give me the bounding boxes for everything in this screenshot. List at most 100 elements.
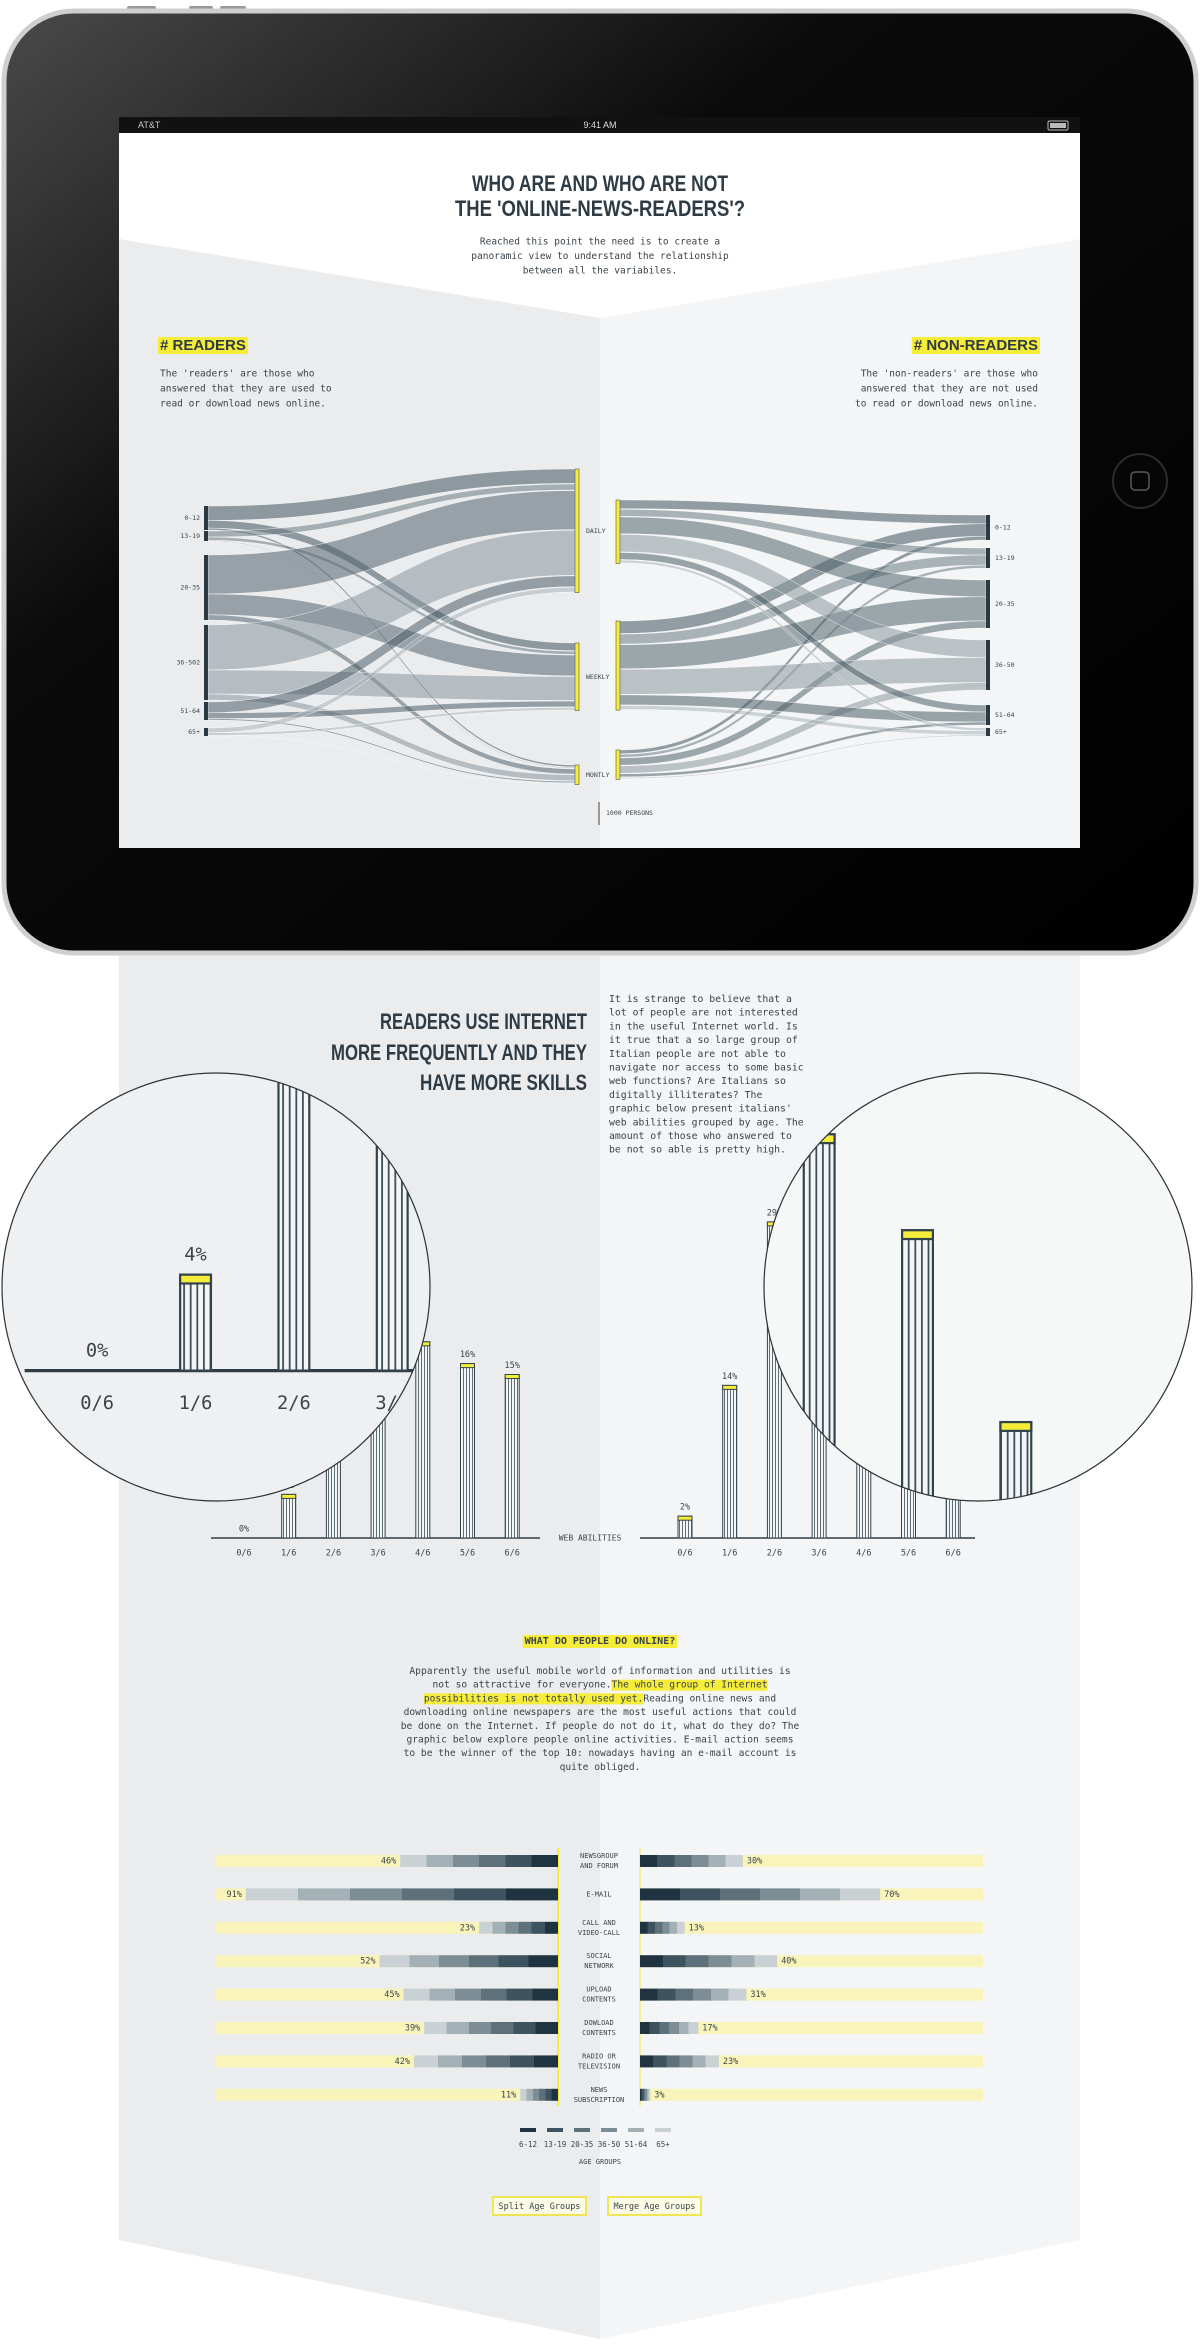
x-tick-label: 4/6 — [856, 1549, 871, 1559]
screen-panel-right — [600, 239, 1080, 848]
value-label: 4% — [184, 1244, 207, 1265]
bar — [379, 1955, 558, 1968]
paragraph-segment: Apparently the useful mobile world of in… — [409, 1666, 790, 1677]
button[interactable] — [492, 2196, 587, 2216]
value-label: 52% — [360, 1957, 375, 1967]
paragraph-line: panoramic view to understand the relatio… — [471, 251, 729, 262]
frequency-node — [574, 642, 580, 711]
value-label: 46% — [381, 1857, 396, 1867]
age-label: 51-64 — [995, 711, 1015, 719]
age-node — [986, 728, 990, 736]
age-node — [986, 548, 990, 568]
paragraph-segment: quite obliged. — [560, 1762, 641, 1773]
age-node — [204, 702, 208, 720]
home-button[interactable] — [1112, 453, 1168, 509]
paragraph-segment: not so attractive for everyone. — [432, 1680, 611, 1691]
carrier: AT&T — [138, 120, 161, 130]
legend-label: 36-50 — [598, 2140, 621, 2149]
value-label: 31% — [750, 1990, 765, 2000]
section-heading: WHAT DO PEOPLE DO ONLINE? — [525, 1636, 676, 1647]
age-label: 0-12 — [184, 514, 200, 522]
activity-label: SUBSCRIPTION — [574, 2096, 625, 2104]
paragraph-line: read or download news online. — [160, 399, 326, 410]
value-label: 42% — [395, 2057, 410, 2067]
bar — [281, 1493, 297, 1539]
activity-label: AND FORUM — [580, 1862, 618, 1870]
activity-label: RADIO OR — [582, 2052, 617, 2060]
x-tick-label: 0/6 — [80, 1393, 114, 1414]
bar — [640, 2055, 719, 2068]
highlight — [423, 1693, 644, 1705]
age-node — [204, 531, 208, 541]
x-tick-label: 2/6 — [277, 1393, 311, 1414]
paragraph-segment: be done on the Internet. If people do no… — [401, 1721, 800, 1732]
legend-title: AGE GROUPS — [579, 2158, 621, 2166]
non-readers-heading: # NON-READERS — [914, 337, 1038, 354]
age-label: 36-502 — [177, 659, 201, 667]
paragraph-line: The 'non-readers' are those who — [861, 369, 1039, 380]
age-node — [986, 580, 990, 628]
legend-label: 20-35 — [571, 2140, 594, 2149]
paragraph-line: Reached this point the need is to create… — [480, 237, 720, 248]
bar — [277, 1073, 311, 1372]
value-label: 23% — [460, 1923, 475, 1933]
bar — [640, 1955, 778, 1968]
bar-cap — [460, 1363, 475, 1369]
paragraph-line: digitally illiterates? The — [609, 1090, 762, 1101]
button[interactable] — [607, 2196, 702, 2216]
x-tick-label: 6/6 — [505, 1549, 520, 1559]
bar — [179, 1273, 213, 1372]
bar — [413, 2055, 558, 2068]
x-tick-label: 1/6 — [722, 1549, 737, 1559]
activity-label: CONTENTS — [582, 1996, 616, 2004]
x-tick-label: 0/6 — [236, 1549, 251, 1559]
bar-cap — [504, 1374, 520, 1379]
section-title: HAVE MORE SKILLS — [420, 1070, 587, 1095]
value-label: 40% — [781, 1957, 796, 1967]
section-title: MORE FREQUENTLY AND THEY — [331, 1040, 587, 1065]
readers-heading: # READERS — [160, 337, 246, 354]
value-label: 29% — [767, 1208, 782, 1218]
x-tick-label: 2/6 — [767, 1549, 782, 1559]
paragraph-line: graphic below present italians' — [609, 1104, 792, 1115]
value-label: 13% — [689, 1923, 704, 1933]
button-label: Split Age Groups — [499, 2202, 581, 2212]
highlight — [522, 1635, 678, 1648]
paragraph-line: in the useful Internet world. Is — [609, 1021, 798, 1032]
paragraph-segment: graphic below explore people online acti… — [407, 1735, 794, 1746]
x-tick-label: 5/6 — [901, 1549, 916, 1559]
legend-swatch — [547, 2128, 563, 2132]
paragraph-line: answered that they are not used — [861, 384, 1038, 395]
x-tick-label: 6/6 — [946, 1549, 961, 1559]
activity-label: DOWLOAD — [584, 2019, 614, 2027]
paragraph-segment: possibilities is not totally used yet. — [424, 1693, 644, 1704]
frequency-node — [615, 499, 621, 564]
legend-swatch — [655, 2128, 671, 2132]
frequency-label: DAILY — [586, 527, 606, 535]
paragraph-line: amount of those who answered to — [609, 1131, 792, 1142]
bar — [640, 1921, 685, 1934]
value-label: 30% — [747, 1857, 762, 1867]
bar — [640, 2088, 651, 2101]
paragraph-line: between all the variabiles. — [523, 266, 677, 277]
age-node — [986, 705, 990, 725]
value-label: 15% — [505, 1361, 520, 1371]
paragraph-segment: Reading online news and — [643, 1693, 776, 1704]
paragraph-segment: The whole group of Internet — [612, 1680, 768, 1691]
legend-swatch — [628, 2128, 644, 2132]
value-label: 2% — [680, 1503, 690, 1513]
title: THE 'ONLINE-NEWS-READERS'? — [455, 196, 745, 221]
value-label: 3% — [654, 2090, 664, 2100]
battery-level — [1050, 123, 1066, 128]
legend-swatch — [520, 2128, 536, 2132]
age-label: 0-12 — [995, 524, 1011, 532]
frequency-node — [615, 620, 621, 711]
bar — [245, 1888, 558, 1901]
age-label: 20-35 — [995, 600, 1015, 608]
frequency-label: MONTLY — [586, 771, 610, 779]
scale-label: 1000 PERSONS — [606, 809, 653, 817]
x-tick-label: 2/6 — [326, 1549, 341, 1559]
row-background — [640, 2022, 983, 2034]
title: WHO ARE AND WHO ARE NOT — [472, 171, 728, 196]
